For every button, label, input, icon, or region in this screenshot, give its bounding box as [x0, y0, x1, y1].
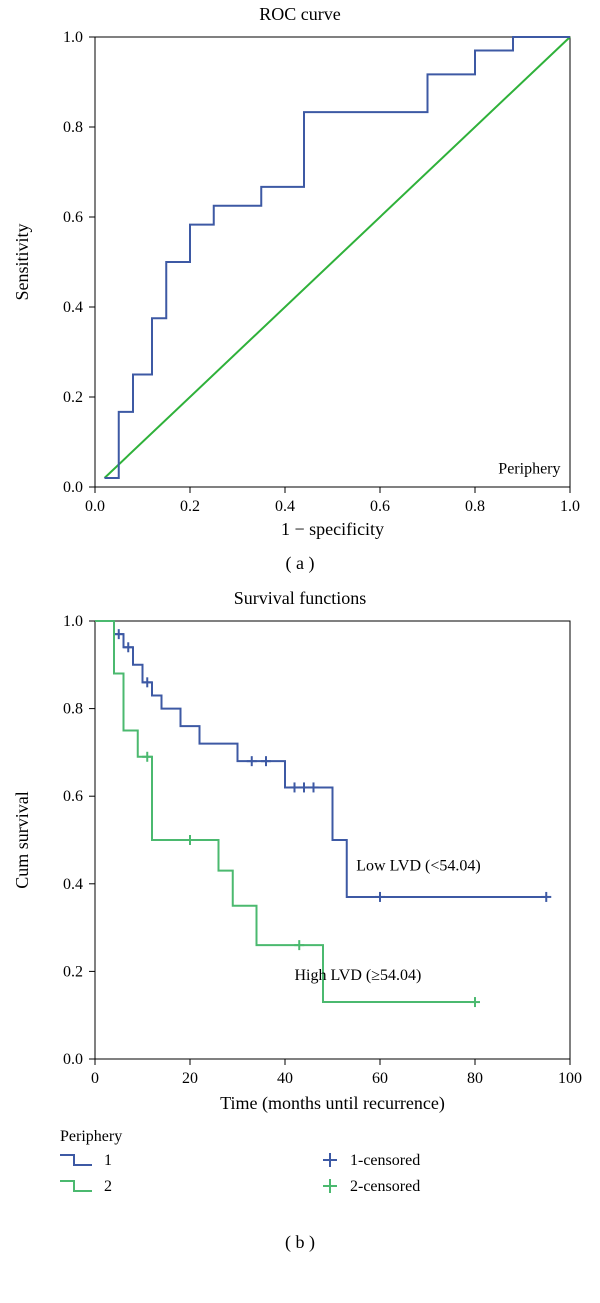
figure-container: ROC curve 0.0 0.2 0.4 0.6 0.8 1.0 0.0 0.2 0.4 0.6…	[0, 4, 600, 1253]
legend-item: 2-censored	[350, 1178, 420, 1195]
subfig-label-a: ( a )	[0, 553, 600, 574]
panel-b: Survival functions 0 20 40 60 80 100 0.0 0.2 0.4…	[0, 588, 600, 1253]
svg-text:0.6: 0.6	[63, 788, 83, 805]
svg-text:0.8: 0.8	[465, 498, 485, 515]
km-curve-2	[95, 621, 475, 1002]
svg-text:80: 80	[467, 1070, 483, 1087]
legend-title: Periphery	[60, 1128, 122, 1145]
svg-text:1.0: 1.0	[63, 29, 83, 46]
panel-a: ROC curve 0.0 0.2 0.4 0.6 0.8 1.0 0.0 0.2 0.4 0.6…	[0, 4, 600, 574]
svg-text:0.0: 0.0	[63, 1051, 83, 1068]
legend-item: 1	[104, 1152, 112, 1169]
svg-text:0.4: 0.4	[275, 498, 295, 515]
svg-text:0.0: 0.0	[63, 479, 83, 496]
svg-text:0.6: 0.6	[63, 209, 83, 226]
svg-text:0.4: 0.4	[63, 299, 83, 316]
svg-text:40: 40	[277, 1070, 293, 1087]
panel-a-title: ROC curve	[0, 4, 600, 25]
svg-text:100: 100	[558, 1070, 582, 1087]
svg-text:60: 60	[372, 1070, 388, 1087]
survival-chart: 0 20 40 60 80 100 0.0 0.2 0.4 0.6 0.8 1.0 Time (mont…	[0, 611, 600, 1121]
annotation-2: High LVD (≥54.04)	[295, 967, 422, 984]
svg-text:Sensitivity: Sensitivity	[12, 223, 32, 300]
legend-item: 2	[104, 1178, 112, 1195]
roc-chart: 0.0 0.2 0.4 0.6 0.8 1.0 0.0 0.2 0.4 0.6 0.8 1.0 1 − …	[0, 27, 600, 547]
panel-b-title: Survival functions	[0, 588, 600, 609]
svg-text:0.8: 0.8	[63, 119, 83, 136]
svg-text:0.6: 0.6	[370, 498, 390, 515]
svg-text:0: 0	[91, 1070, 99, 1087]
svg-text:0.2: 0.2	[63, 389, 83, 406]
subfig-label-b: ( b )	[0, 1232, 600, 1253]
svg-text:1 − specificity: 1 − specificity	[281, 519, 384, 539]
km-curve-1	[95, 621, 546, 897]
diagonal-reference-line	[105, 37, 571, 478]
svg-text:1.0: 1.0	[560, 498, 580, 515]
svg-text:Cum survival: Cum survival	[12, 791, 32, 889]
svg-text:0.2: 0.2	[63, 963, 83, 980]
svg-text:1.0: 1.0	[63, 613, 83, 630]
svg-text:0.4: 0.4	[63, 876, 83, 893]
corner-label: Periphery	[498, 461, 560, 478]
svg-text:20: 20	[182, 1070, 198, 1087]
svg-text:0.8: 0.8	[63, 701, 83, 718]
svg-text:0.2: 0.2	[180, 498, 200, 515]
svg-text:Time (months until recurrence): Time (months until recurrence)	[220, 1093, 445, 1114]
survival-legend: Periphery 1 2 1-censored 2-censored	[0, 1121, 600, 1226]
annotation-1: Low LVD (<54.04)	[356, 858, 480, 875]
legend-item: 1-censored	[350, 1152, 420, 1169]
svg-text:0.0: 0.0	[85, 498, 105, 515]
